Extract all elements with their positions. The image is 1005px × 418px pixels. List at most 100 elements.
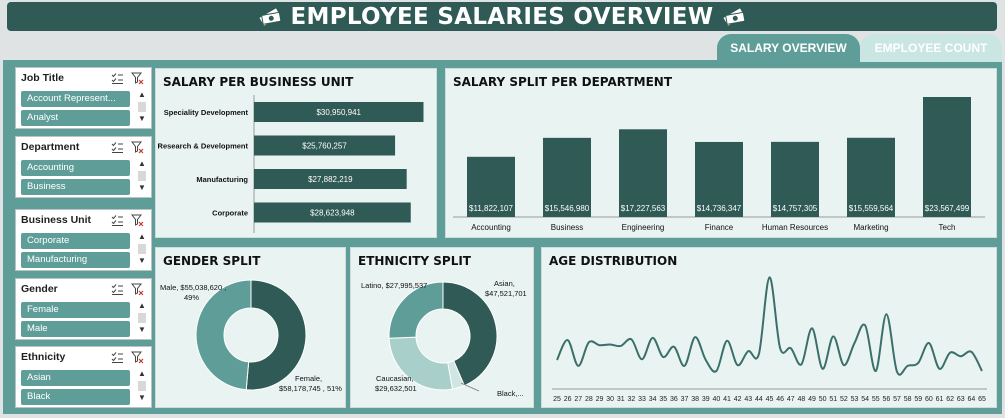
slicer-title: Job Title (21, 72, 64, 84)
scroll-up-icon[interactable]: ▲ (138, 301, 146, 310)
tick-label: 58 (904, 396, 912, 403)
data-label: $23,567,499 (925, 204, 970, 213)
scroll-up-icon[interactable]: ▲ (138, 232, 146, 241)
tick-label: 34 (649, 396, 657, 403)
clear-filter-icon[interactable] (131, 283, 144, 296)
tick-label: 37 (681, 396, 689, 403)
scroll-up-icon[interactable]: ▲ (138, 90, 146, 99)
tab-employee-count[interactable]: EMPLOYEE COUNT (860, 34, 1002, 62)
scroll-down-icon[interactable]: ▼ (138, 393, 146, 402)
scrollbar[interactable]: ▲ ▼ (137, 300, 147, 338)
data-label: $14,757,305 (773, 204, 818, 213)
slicer-item[interactable]: Business (21, 179, 130, 195)
data-label: $58,178,745 , 51% (279, 384, 342, 393)
tick-label: 47 (787, 396, 795, 403)
slice (442, 281, 498, 387)
tick-label: 30 (606, 396, 614, 403)
data-label: $29,632,501 (375, 384, 417, 393)
category-label: Tech (939, 223, 956, 232)
slicer-title: Business Unit (21, 214, 92, 226)
data-label: $28,623,948 (310, 209, 355, 218)
scroll-up-icon[interactable]: ▲ (138, 159, 146, 168)
tick-label: 45 (766, 396, 774, 403)
scroll-down-icon[interactable]: ▼ (138, 114, 146, 123)
tick-label: 60 (925, 396, 933, 403)
chart-gender: Female,$58,178,745 , 51% Male, $55,038,62… (160, 279, 342, 393)
data-label: $30,950,941 (316, 108, 361, 117)
tick-label: 41 (723, 396, 731, 403)
tick-label: 57 (893, 396, 901, 403)
tick-label: 42 (734, 396, 742, 403)
tick-label: 50 (819, 396, 827, 403)
slicer-item[interactable]: Female (21, 302, 130, 318)
data-label: $11,822,107 (469, 204, 513, 213)
data-label: $27,882,219 (308, 175, 353, 184)
scroll-down-icon[interactable]: ▼ (138, 183, 146, 192)
dashboard-area: Job Title Account Represent... Analyst ▲… (3, 60, 1002, 414)
multi-select-icon[interactable] (111, 351, 124, 364)
slicer-item[interactable]: Analyst (21, 110, 130, 126)
money-icon (722, 6, 747, 27)
data-label: Latino, $27,995,537 (361, 281, 427, 290)
tick-label: 25 (553, 396, 561, 403)
clear-filter-icon[interactable] (131, 214, 144, 227)
bar (254, 102, 424, 122)
scrollbar[interactable]: ▲ ▼ (137, 368, 147, 406)
slice (388, 281, 444, 339)
scroll-down-icon[interactable]: ▼ (138, 256, 146, 265)
tick-label: 56 (882, 396, 890, 403)
data-label: $47,521,701 (485, 289, 527, 298)
multi-select-icon[interactable] (111, 72, 124, 85)
bar (619, 129, 667, 217)
slicer-item[interactable]: Accounting (21, 160, 130, 176)
category-label: Finance (705, 223, 734, 232)
bar (847, 137, 895, 217)
chart-department: $11,822,107 Accounting $15,546,980 Business… (453, 97, 985, 232)
slicer-item[interactable]: Male (21, 321, 130, 337)
data-label: Female, (295, 374, 322, 383)
slicer-item[interactable]: Account Represent... (21, 91, 130, 107)
panel-age: AGE DISTRIBUTION 25 26 27 28 29 30 31 32 33 34 35 3… (541, 247, 997, 408)
tab-salary-overview[interactable]: SALARY OVERVIEW (717, 34, 860, 62)
slicer-title: Ethnicity (21, 351, 66, 363)
tick-label: 39 (702, 396, 710, 403)
slicer-title: Gender (21, 283, 58, 295)
slicer-gender: Gender Female Male ▲ ▼ (15, 278, 152, 340)
tick-label: 55 (872, 396, 880, 403)
chart-business-unit: Speciality Development $30,950,941 Researc… (158, 95, 424, 233)
tick-label: 31 (617, 396, 625, 403)
scroll-up-icon[interactable]: ▲ (138, 369, 146, 378)
slicer-item[interactable]: Black (21, 389, 130, 405)
scrollbar[interactable]: ▲ ▼ (137, 231, 147, 269)
data-label: $17,227,563 (621, 204, 666, 213)
multi-select-icon[interactable] (111, 214, 124, 227)
scroll-down-icon[interactable]: ▼ (138, 325, 146, 334)
slice (388, 336, 454, 391)
category-label: Marketing (853, 223, 888, 232)
tick-label: 61 (936, 396, 944, 403)
tick-label: 40 (712, 396, 720, 403)
slicer-item[interactable]: Corporate (21, 233, 130, 249)
tick-label: 44 (755, 396, 763, 403)
scrollbar[interactable]: ▲ ▼ (137, 158, 147, 196)
leader-line (460, 382, 480, 392)
multi-select-icon[interactable] (111, 283, 124, 296)
clear-filter-icon[interactable] (131, 141, 144, 154)
category-label: Human Resources (762, 223, 828, 232)
clear-filter-icon[interactable] (131, 351, 144, 364)
tick-label: 27 (574, 396, 582, 403)
slicer-item[interactable]: Manufacturing (21, 252, 130, 268)
scrollbar[interactable]: ▲ ▼ (137, 89, 147, 127)
title-banner: EMPLOYEE SALARIES OVERVIEW (7, 2, 997, 31)
tick-label: 54 (861, 396, 869, 403)
tick-label: 59 (914, 396, 922, 403)
panel-business-unit: SALARY PER BUSINESS UNIT Speciality Deve… (155, 68, 437, 238)
data-label: $14,736,347 (697, 204, 742, 213)
slicer-item[interactable]: Asian (21, 370, 130, 386)
bar (923, 97, 971, 217)
tick-label: 26 (564, 396, 572, 403)
slicer-department: Department Accounting Business ▲ ▼ (15, 136, 152, 198)
tick-label: 38 (691, 396, 699, 403)
multi-select-icon[interactable] (111, 141, 124, 154)
clear-filter-icon[interactable] (131, 72, 144, 85)
